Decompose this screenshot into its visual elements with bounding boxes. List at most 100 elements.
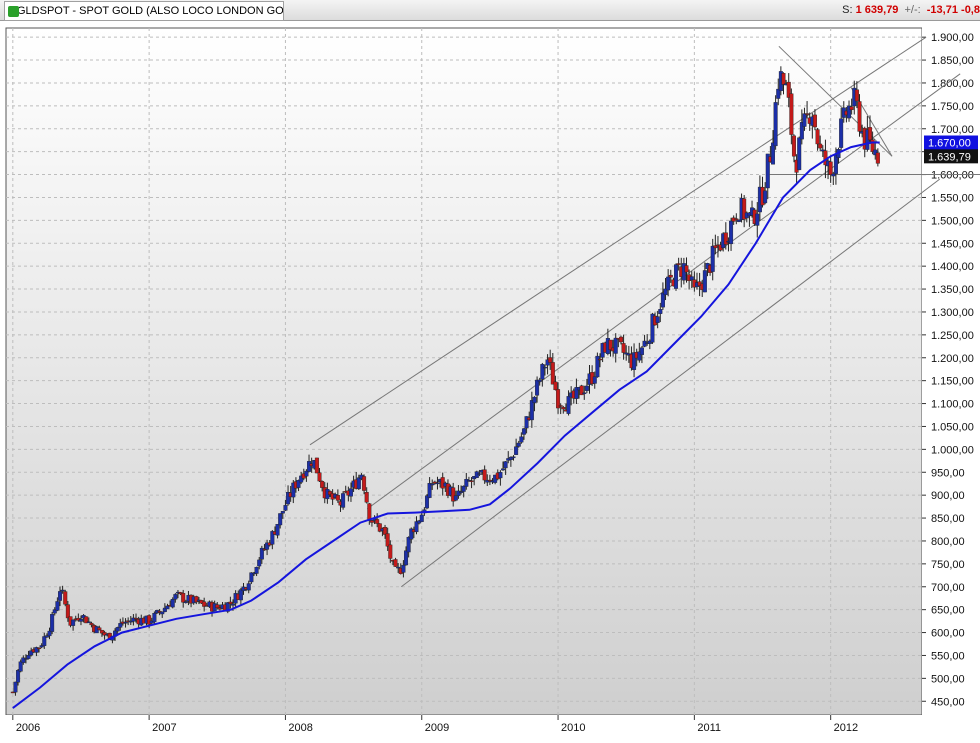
candle-body [637, 351, 642, 361]
candle-body [558, 405, 563, 407]
candle-body [283, 505, 288, 511]
candle-body [26, 655, 31, 659]
candle-body [579, 385, 584, 396]
candle-body [23, 658, 28, 660]
candle-body [521, 428, 526, 435]
candle-body [595, 355, 600, 378]
candle-body [128, 620, 133, 623]
y-tick-label: 1.000,00 [931, 444, 974, 456]
candle-body [71, 619, 76, 626]
candle-body [414, 521, 419, 533]
candle-body [771, 142, 776, 165]
candle-body [249, 572, 254, 583]
candle-body [202, 601, 207, 607]
candle-body [501, 468, 506, 471]
candle-body [99, 629, 104, 634]
y-tick-label: 1.050,00 [931, 421, 974, 433]
plot-background [5, 27, 923, 716]
candle-body [39, 645, 44, 648]
candle-body [89, 622, 94, 626]
candle-body [356, 477, 361, 490]
candle-body [710, 245, 715, 272]
candle-body [537, 379, 542, 382]
candle-body [831, 173, 836, 177]
candle-body [123, 621, 128, 624]
candle-body [383, 527, 388, 535]
trendline [778, 45, 893, 157]
candle-body [529, 400, 534, 421]
candle-body [160, 611, 165, 615]
y-tick-label: 1.400,00 [931, 261, 974, 273]
quote-readout: S: 1 639,79 +/-: -13,71 -0,8 [842, 0, 980, 20]
y-tick-label: 450,00 [931, 696, 965, 708]
symbol-title: GLDSPOT - SPOT GOLD (ALSO LOCO LONDON GO [17, 5, 284, 17]
candle-body [134, 617, 139, 620]
chart-area[interactable]: 450,00 500,00 550,00 600,00 650,00 700,00 750,… [0, 21, 980, 738]
candle-body [314, 457, 319, 474]
candle-body [348, 488, 353, 497]
candle-body [684, 265, 689, 273]
y-tick-label: 600,00 [931, 628, 965, 640]
y-tick-label: 650,00 [931, 605, 965, 617]
candle-body [561, 407, 566, 410]
candle-body [327, 491, 332, 495]
candle-body [78, 619, 83, 622]
candle-body [55, 601, 60, 611]
candle-body [181, 593, 186, 603]
candle-body [873, 149, 878, 156]
candle-body [776, 88, 781, 99]
candle-body [254, 567, 259, 574]
candle-body [13, 681, 18, 693]
gold-price-chart[interactable]: 450,00 500,00 550,00 600,00 650,00 700,00 750,… [0, 21, 980, 738]
candle-body [152, 613, 157, 623]
candle-body [451, 487, 456, 502]
candle-body [118, 623, 123, 628]
candle-body [550, 362, 555, 385]
x-tick-label: 2010 [561, 722, 585, 734]
candle-body [870, 139, 875, 152]
candle-body [532, 396, 537, 403]
candle-body [535, 379, 540, 396]
candle-body [375, 519, 380, 524]
candle-body [805, 113, 810, 115]
y-tick-label: 1.500,00 [931, 215, 974, 227]
candle-body [597, 358, 602, 361]
candle-body [162, 607, 167, 612]
candle-body [786, 81, 791, 98]
candle-body [396, 566, 401, 569]
candle-body [335, 494, 340, 501]
candle-body [296, 480, 301, 488]
candle-body [37, 647, 42, 650]
candle-body [430, 483, 435, 486]
candle-body [666, 276, 671, 291]
candle-body [317, 472, 322, 482]
candle-body [44, 635, 49, 638]
candle-body [231, 603, 236, 606]
last-price: 1 639,79 [855, 4, 899, 16]
candle-body [29, 650, 34, 656]
candle-body [270, 531, 275, 545]
instrument-icon [8, 6, 19, 17]
candle-body [432, 481, 437, 484]
candle-body [655, 316, 660, 323]
symbol-title-box[interactable]: GLDSPOT - SPOT GOLD (ALSO LOCO LONDON GO [4, 1, 284, 21]
candle-body [165, 605, 170, 610]
y-tick-label: 1.750,00 [931, 101, 974, 113]
candle-body [464, 478, 469, 487]
candle-body [286, 491, 291, 505]
candle-body [60, 589, 65, 592]
candle-body [367, 503, 372, 521]
candle-body [401, 564, 406, 573]
candle-body [797, 137, 802, 171]
ma-price-tag [924, 135, 978, 150]
y-tick-label: 1.900,00 [931, 32, 974, 44]
candle-body [65, 604, 70, 619]
candle-body [341, 493, 346, 508]
chart-header-bar: GLDSPOT - SPOT GOLD (ALSO LOCO LONDON GO… [0, 0, 980, 21]
y-tick-label: 1.600,00 [931, 170, 974, 182]
candle-body [63, 591, 68, 605]
candle-body [875, 152, 880, 164]
candle-body [833, 154, 838, 174]
y-tick-label: 1.250,00 [931, 330, 974, 342]
candle-body [487, 479, 492, 482]
